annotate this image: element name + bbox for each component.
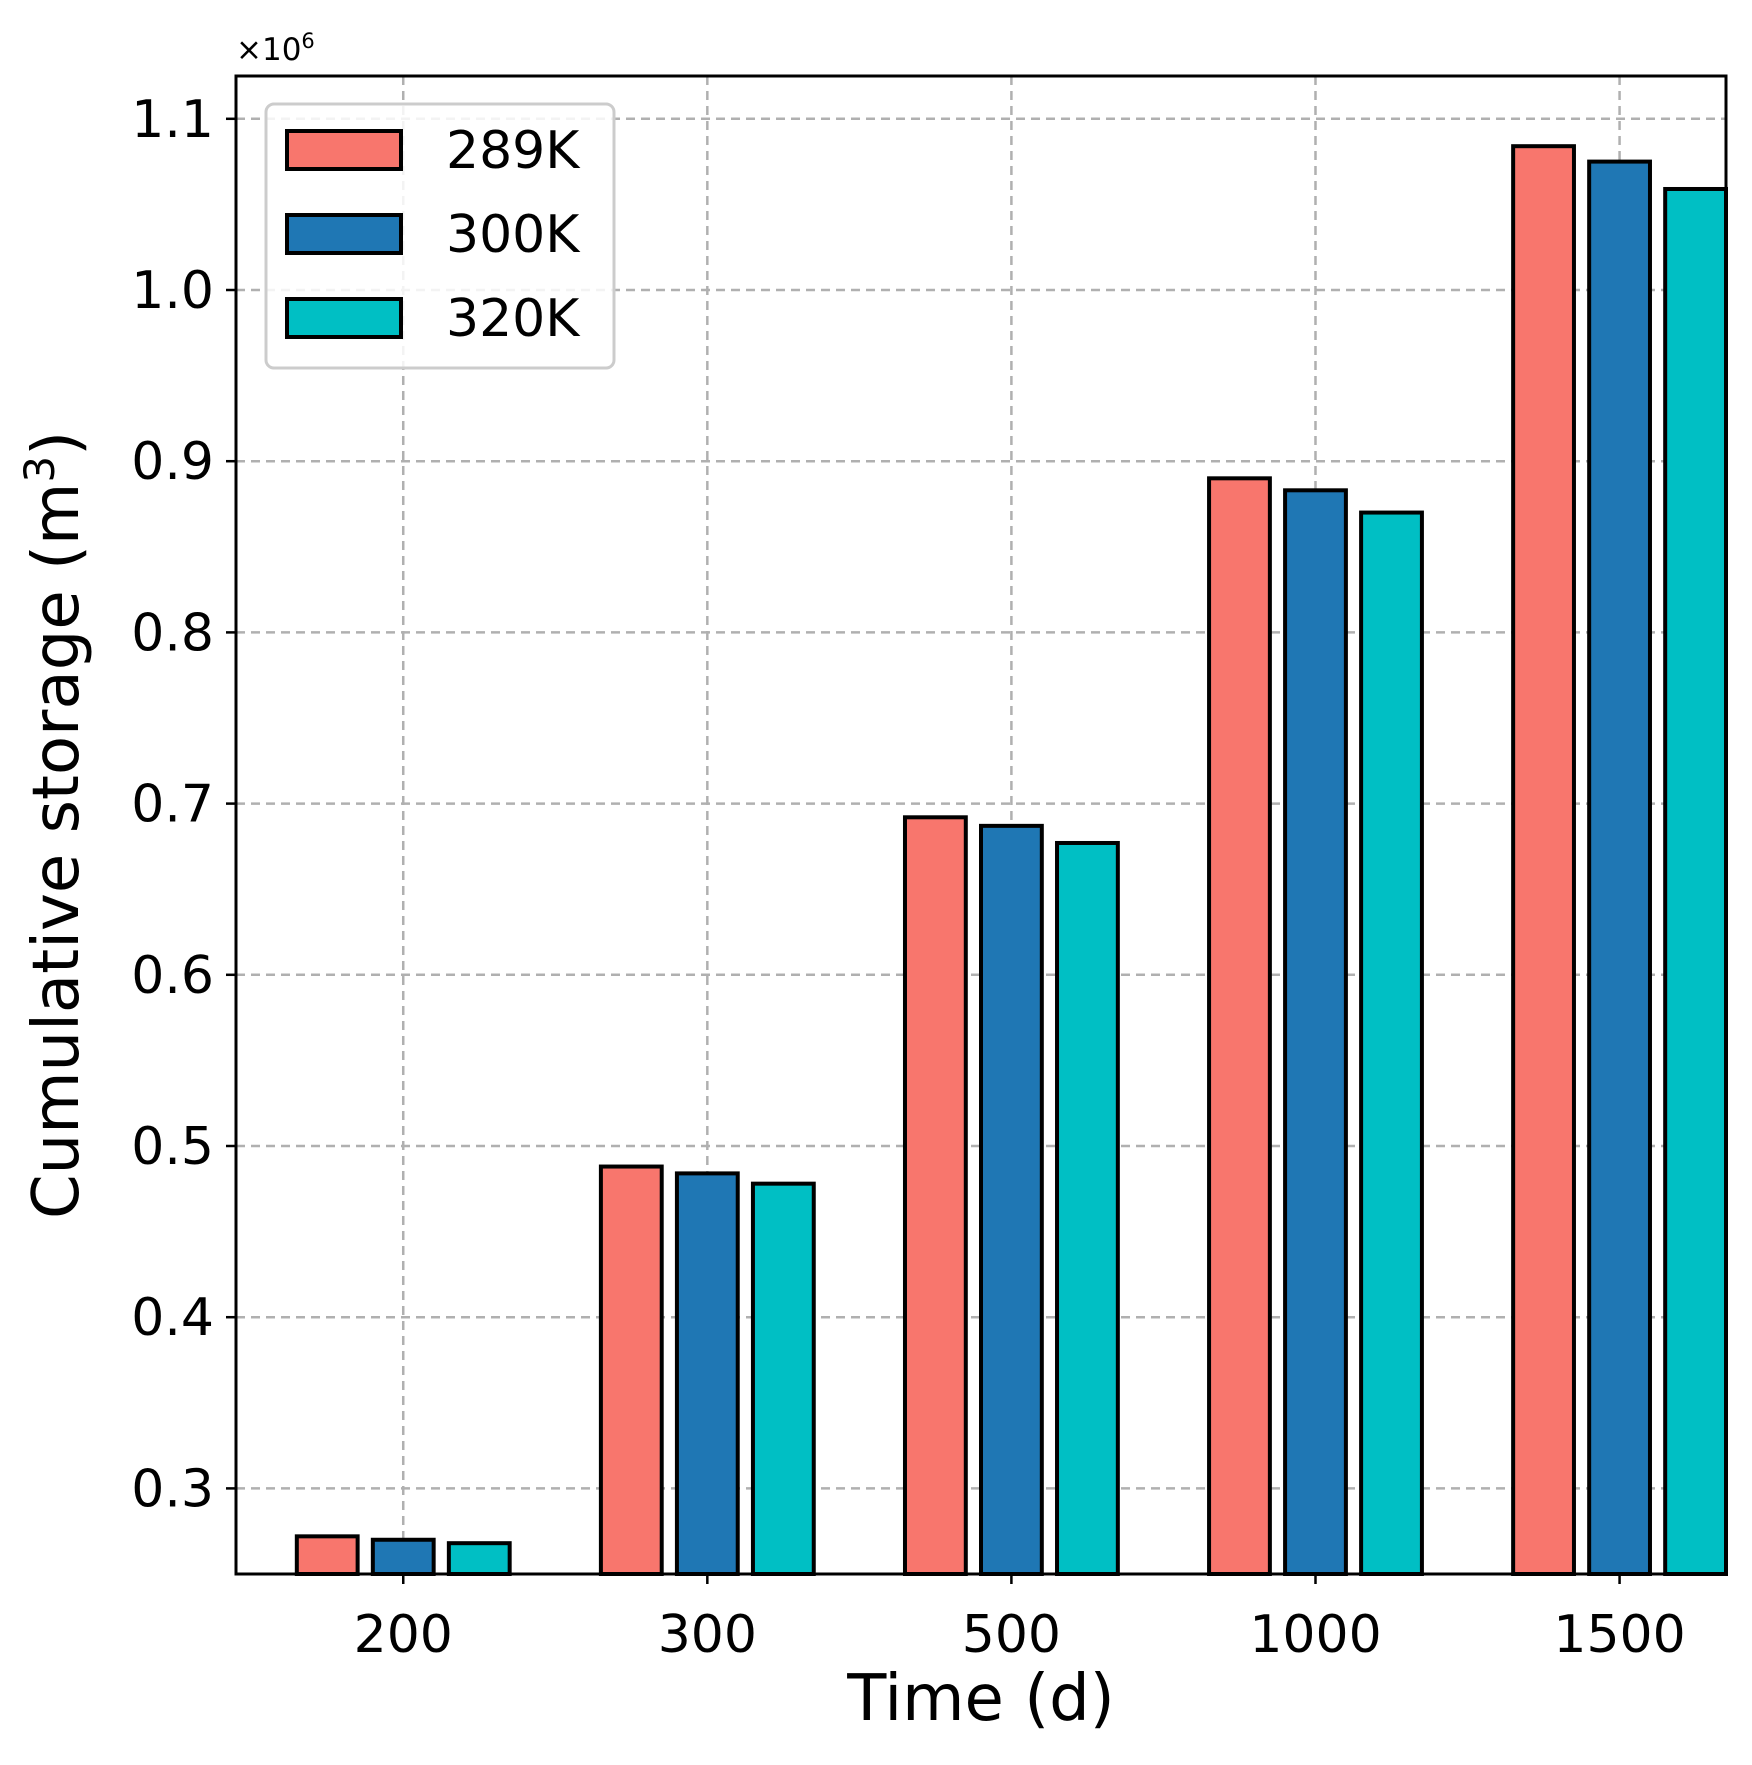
axis-ticks: 0.3 0.4 0.5 0.6 0.7 0.8 0.9 1.0 1.1 200 300 500 1000… [131, 90, 1685, 1665]
x-axis-label: Time (d) [846, 1662, 1115, 1736]
y-tick-label: 0.3 [131, 1459, 214, 1519]
x-tick-label: 500 [962, 1605, 1061, 1665]
bars [294, 144, 1729, 1577]
plot-frame [234, 74, 1728, 1576]
bar-300K-300 [674, 1171, 740, 1576]
bar-300K-200 [370, 1537, 436, 1577]
bar-320K-500 [1055, 840, 1120, 1576]
y-axis-label: Cumulative storage (m3) [15, 431, 94, 1219]
bar-289K-300 [598, 1164, 664, 1576]
x-tick-label: 300 [658, 1605, 757, 1665]
bar-300K-500 [979, 823, 1044, 1576]
x-tick-label: 1000 [1249, 1605, 1381, 1665]
x-tick-label: 200 [354, 1605, 453, 1665]
y-axis-label-superscript: 3 [15, 456, 64, 483]
bar-289K-1000 [1207, 476, 1272, 1577]
legend-label-320K: 320K [446, 289, 581, 349]
bar-289K-500 [902, 815, 968, 1576]
bar-289K-200 [294, 1534, 360, 1577]
y-tick-label: 0.7 [131, 775, 214, 835]
y-tick-label: 0.8 [131, 603, 214, 663]
bar-320K-300 [750, 1181, 816, 1576]
bar-320K-1000 [1359, 510, 1424, 1576]
y-tick-label: 0.4 [131, 1288, 214, 1348]
y-offset-exponent: 6 [301, 29, 314, 53]
y-axis-label-close: ) [20, 431, 94, 456]
legend-swatch-320K [285, 297, 403, 339]
bar-300K-1500 [1587, 159, 1652, 1577]
bar-320K-1500 [1663, 186, 1729, 1577]
y-tick-label: 0.9 [131, 432, 214, 492]
x-tick-label: 1500 [1553, 1605, 1685, 1665]
legend-label-300K: 300K [446, 205, 581, 265]
bar-300K-1000 [1283, 488, 1348, 1577]
bar-320K-200 [446, 1541, 512, 1576]
bar-289K-1500 [1511, 144, 1576, 1576]
legend-label-289K: 289K [446, 121, 581, 181]
y-tick-label: 1.0 [131, 261, 214, 321]
legend-swatch-300K [285, 213, 403, 255]
y-tick-label: 0.6 [131, 946, 214, 1006]
y-tick-label: 0.5 [131, 1117, 214, 1177]
y-offset-label: ×106 [236, 29, 315, 68]
legend: 289K 300K 320K [264, 102, 616, 370]
y-tick-label: 1.1 [131, 90, 214, 150]
legend-swatch-289K [285, 129, 403, 171]
